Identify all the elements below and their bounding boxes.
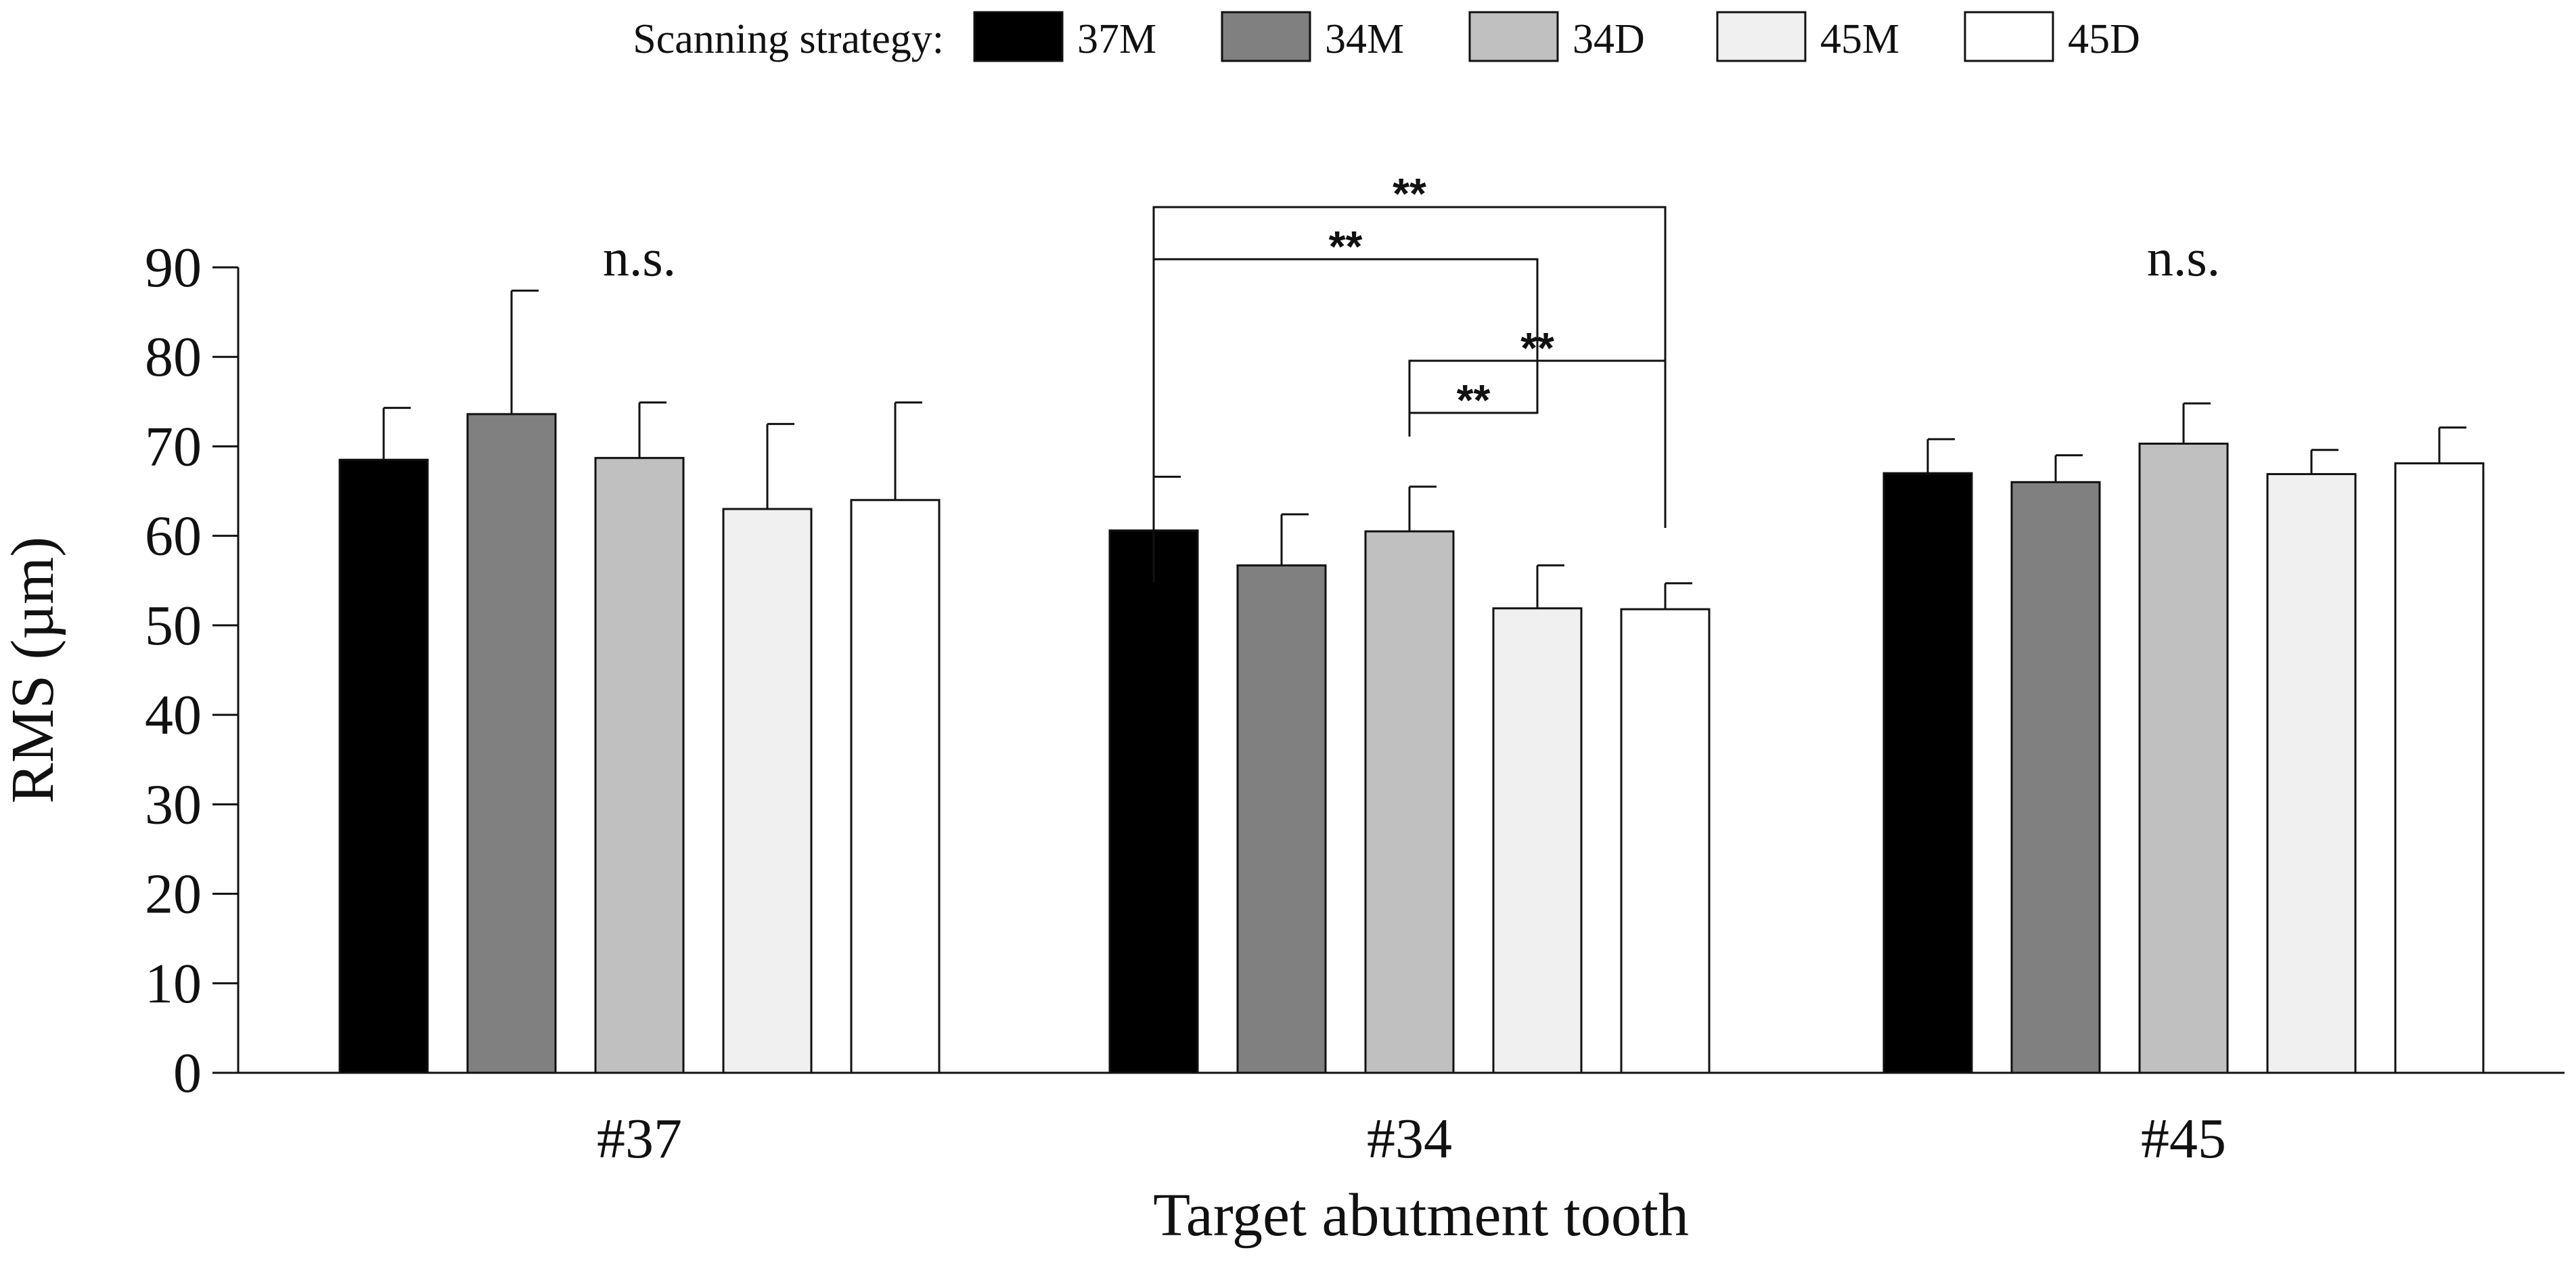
bar-34m: [2010, 481, 2101, 1074]
legend-label-37m: 37M: [1077, 16, 1156, 62]
significance-label: **: [1329, 222, 1363, 271]
bar-34m: [466, 413, 557, 1074]
y-axis-title: RMS (µm): [0, 537, 66, 803]
x-axis-title: Target abutment tooth: [1153, 1182, 1689, 1249]
x-category-label: #34: [1367, 1107, 1452, 1170]
y-tick-label: 10: [145, 952, 202, 1015]
legend-label-34m: 34M: [1325, 16, 1404, 62]
y-tick-label: 20: [145, 863, 202, 926]
x-category-label: #37: [597, 1107, 682, 1170]
bar-45m: [1492, 607, 1583, 1074]
bar-45d: [850, 499, 941, 1074]
bar-45m: [722, 508, 813, 1074]
bar-34d: [594, 457, 685, 1074]
y-tick-label: 0: [173, 1042, 202, 1105]
bar-45d: [2394, 462, 2485, 1074]
bar-37m: [338, 458, 429, 1074]
bar-34d: [1364, 530, 1455, 1074]
bar-34m: [1236, 564, 1327, 1074]
legend: Scanning strategy: 37M 34M 34D 45M 45D: [633, 11, 2140, 62]
legend-label-34d: 34D: [1573, 16, 1645, 62]
significance-label: **: [1457, 376, 1491, 424]
annotations: n.s. n.s.********: [603, 169, 2220, 582]
y-tick-label: 40: [145, 684, 202, 747]
y-tick-label: 30: [145, 773, 202, 836]
legend-swatch-37m: [973, 11, 1064, 62]
bar-34d: [2138, 442, 2229, 1074]
x-axis: #37 #34 #45: [238, 1071, 2564, 1170]
y-axis: 0 10 20 30 40 50 60 70 80 90: [145, 236, 240, 1105]
y-tick-label: 90: [145, 236, 202, 299]
x-category-label: #45: [2141, 1107, 2226, 1170]
not-significant-label: n.s.: [603, 228, 676, 287]
bar-45d: [1620, 608, 1711, 1074]
legend-title: Scanning strategy:: [633, 16, 944, 62]
y-tick-label: 80: [145, 326, 202, 389]
y-tick-label: 60: [145, 505, 202, 568]
y-tick-label: 50: [145, 594, 202, 657]
significance-bracket: [1408, 311, 1539, 437]
legend-swatch-45d: [1964, 11, 2054, 62]
legend-label-45d: 45D: [2068, 16, 2140, 62]
y-tick-label: 70: [145, 415, 202, 478]
legend-label-45m: 45M: [1820, 16, 1899, 62]
bar-37m: [1882, 472, 1973, 1074]
legend-swatch-34d: [1468, 11, 1559, 62]
legend-swatch-34m: [1221, 11, 1311, 62]
bar-37m: [1108, 529, 1199, 1074]
significance-label: **: [1393, 169, 1426, 218]
not-significant-label: n.s.: [2147, 228, 2220, 287]
bar-45m: [2266, 472, 2357, 1074]
bars: [338, 289, 2485, 1074]
legend-swatch-45m: [1716, 11, 1807, 62]
significance-bracket: [1152, 258, 1539, 582]
